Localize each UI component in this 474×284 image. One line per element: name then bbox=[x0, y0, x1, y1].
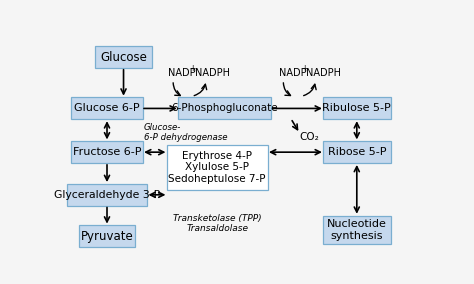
Text: Glucose 6-P: Glucose 6-P bbox=[74, 103, 140, 113]
Text: Pyruvate: Pyruvate bbox=[81, 230, 133, 243]
Text: +: + bbox=[190, 64, 196, 74]
FancyBboxPatch shape bbox=[95, 46, 152, 68]
FancyBboxPatch shape bbox=[323, 141, 391, 163]
Text: Glucose-
6-P dehydrogenase: Glucose- 6-P dehydrogenase bbox=[144, 123, 227, 142]
Text: 6-Phosphogluconate: 6-Phosphogluconate bbox=[171, 103, 278, 113]
FancyBboxPatch shape bbox=[71, 141, 143, 163]
Text: Ribose 5-P: Ribose 5-P bbox=[328, 147, 386, 157]
FancyBboxPatch shape bbox=[323, 216, 391, 244]
Text: +: + bbox=[301, 64, 307, 74]
Text: Glucose: Glucose bbox=[100, 51, 147, 64]
Text: NADP: NADP bbox=[279, 68, 307, 78]
Text: CO₂: CO₂ bbox=[299, 132, 319, 142]
FancyBboxPatch shape bbox=[323, 97, 391, 119]
Text: NADPH: NADPH bbox=[195, 68, 230, 78]
Text: NADPH: NADPH bbox=[307, 68, 341, 78]
Text: Erythrose 4-P
Xylulose 5-P
Sedoheptulose 7-P: Erythrose 4-P Xylulose 5-P Sedoheptulose… bbox=[168, 151, 266, 184]
Text: Transketolase (TPP)
Transaldolase: Transketolase (TPP) Transaldolase bbox=[173, 214, 262, 233]
Text: Fructose 6-P: Fructose 6-P bbox=[73, 147, 141, 157]
FancyBboxPatch shape bbox=[167, 145, 268, 191]
FancyBboxPatch shape bbox=[178, 97, 272, 119]
FancyBboxPatch shape bbox=[71, 97, 143, 119]
Text: NADP: NADP bbox=[168, 68, 195, 78]
Text: Glyceraldehyde 3-P: Glyceraldehyde 3-P bbox=[54, 190, 160, 200]
FancyBboxPatch shape bbox=[66, 184, 147, 206]
Text: Ribulose 5-P: Ribulose 5-P bbox=[322, 103, 391, 113]
FancyBboxPatch shape bbox=[79, 225, 136, 247]
Text: Nucleotide
synthesis: Nucleotide synthesis bbox=[327, 219, 387, 241]
